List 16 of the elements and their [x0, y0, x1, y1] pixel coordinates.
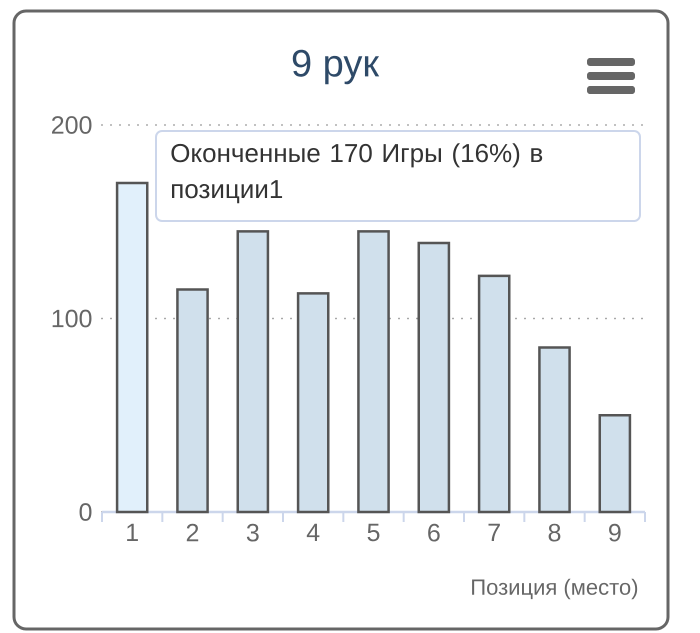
x-axis-title: Позиция (место): [472, 578, 638, 600]
x-tick-label: 8: [548, 524, 560, 542]
x-tick-label: 6: [428, 524, 440, 542]
x-tick-label: 1: [127, 524, 138, 541]
x-tick-label: 3: [246, 524, 259, 542]
annotation: Оконченные 170 Игры (16%) в позиции1: [171, 143, 542, 204]
chart-title: 9 рук: [292, 50, 380, 84]
x-tick-label: 9: [609, 524, 621, 542]
x-tick-label: 2: [186, 524, 198, 542]
y-tick-label: 100: [52, 310, 92, 328]
y-tick-label: 0: [80, 503, 92, 521]
x-tick-label: 5: [368, 524, 380, 542]
bar: [116, 182, 149, 514]
y-tick-label: 200: [52, 116, 92, 134]
x-tick-label: 7: [488, 524, 500, 541]
x-tick-label: 4: [306, 524, 320, 541]
